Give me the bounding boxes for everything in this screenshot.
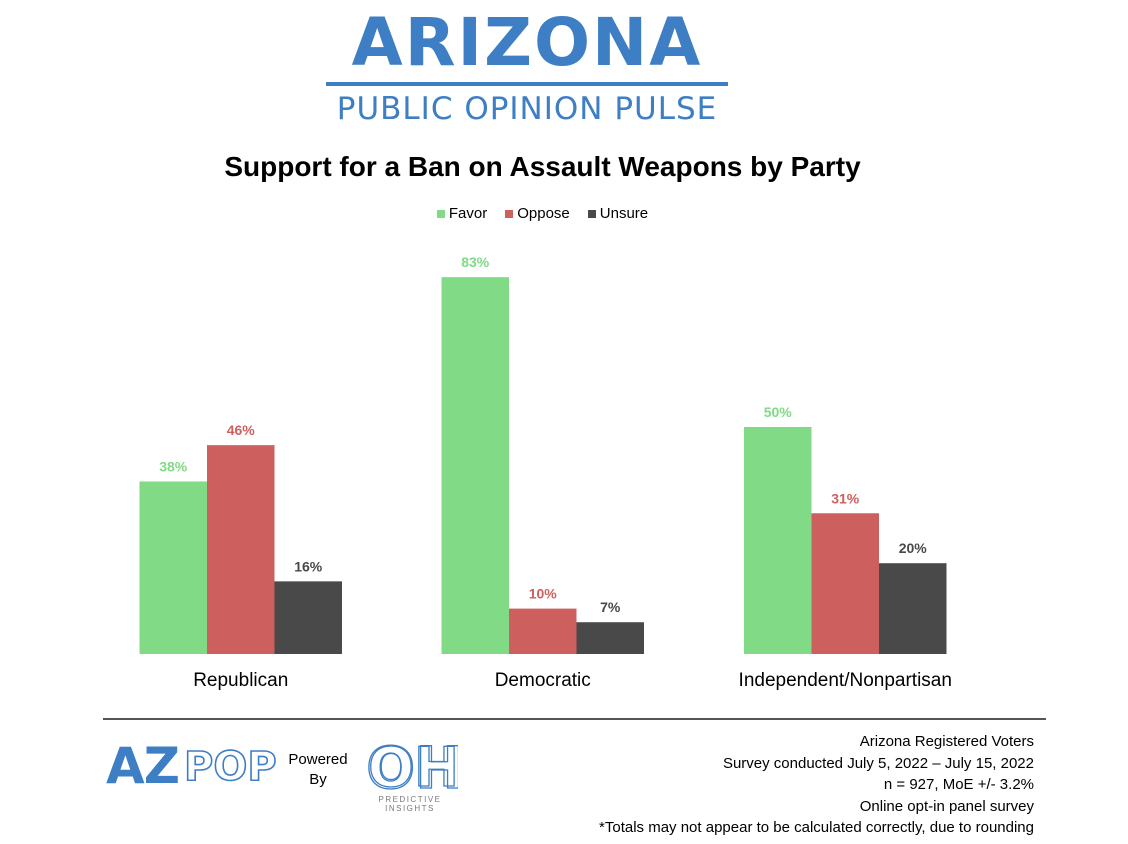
data-label: 83% — [461, 254, 490, 270]
bar-favor-1 — [441, 277, 509, 654]
chart-title: Support for a Ban on Assault Weapons by … — [224, 151, 861, 182]
azpop-logo-az: AZ — [106, 738, 179, 788]
survey-note: n = 927, MoE +/- 3.2% — [883, 776, 1034, 793]
bar-unsure-0 — [274, 581, 342, 654]
bar-oppose-1 — [509, 608, 577, 654]
bar-chart: 38% 46% 16% Republican 83% 10% 7% Democratic 50%… — [139, 254, 952, 691]
arizona-public-opinion-pulse-logo: ARIZONA PUBLIC OPINION PULSE — [326, 8, 728, 128]
powered-by-line-1: Powered — [288, 751, 348, 768]
survey-note: Survey conducted July 5, 2022 – July 15,… — [722, 754, 1034, 772]
bar-oppose-0 — [207, 445, 275, 654]
oh-tagline-line-1: PREDICTIVE — [378, 795, 442, 804]
bar-unsure-1 — [576, 622, 644, 654]
data-label: 38% — [159, 458, 188, 474]
data-label: 50% — [764, 404, 793, 420]
survey-notes: Arizona Registered Voters Survey conduct… — [599, 731, 1034, 839]
azpop-logo-pop: POP — [184, 744, 277, 788]
survey-note: Arizona Registered Voters — [859, 733, 1034, 750]
legend-swatch — [587, 209, 596, 218]
legend-item-unsure: Unsure — [587, 205, 649, 222]
brand-divider — [326, 82, 728, 86]
bar-favor-0 — [139, 481, 207, 654]
legend-swatch — [505, 209, 514, 218]
powered-by-text: Powered By — [285, 750, 351, 790]
bar-favor-2 — [744, 427, 812, 654]
category-label: Republican — [193, 670, 288, 691]
bar-oppose-2 — [811, 513, 879, 654]
oh-logo-letters-inner: OH — [368, 736, 458, 799]
azpop-logo: AZ POP — [106, 738, 277, 788]
bar-unsure-2 — [879, 563, 947, 654]
oh-predictive-insights-logo: OH OH — [365, 733, 458, 802]
data-label: 7% — [600, 599, 621, 615]
data-label: 10% — [529, 586, 558, 602]
footer-divider — [103, 718, 1046, 720]
legend-swatch — [436, 209, 445, 218]
oh-logo-letters: OH — [366, 734, 458, 802]
legend-label: Oppose — [517, 205, 570, 222]
chart-legend: Favor Oppose Unsure — [0, 205, 1085, 222]
survey-note: Online opt-in panel survey — [859, 797, 1034, 815]
data-label: 31% — [831, 490, 860, 506]
brand-subtitle: PUBLIC OPINION PULSE — [336, 91, 718, 127]
legend-label: Unsure — [599, 205, 649, 222]
legend-item-favor: Favor — [436, 205, 488, 222]
legend-label: Favor — [448, 205, 488, 222]
oh-tagline: PREDICTIVE INSIGHTS — [355, 795, 465, 813]
category-label: Independent/Nonpartisan — [739, 670, 952, 691]
data-label: 46% — [227, 422, 256, 438]
category-label: Democratic — [495, 670, 591, 691]
legend-item-oppose: Oppose — [505, 205, 570, 222]
data-label: 20% — [899, 540, 928, 556]
powered-by-line-2: By — [309, 771, 327, 788]
data-label: 16% — [294, 558, 323, 574]
brand-title: ARIZONA — [351, 4, 703, 81]
oh-tagline-line-2: INSIGHTS — [385, 804, 435, 813]
survey-note: *Totals may not appear to be calculated … — [599, 819, 1034, 836]
